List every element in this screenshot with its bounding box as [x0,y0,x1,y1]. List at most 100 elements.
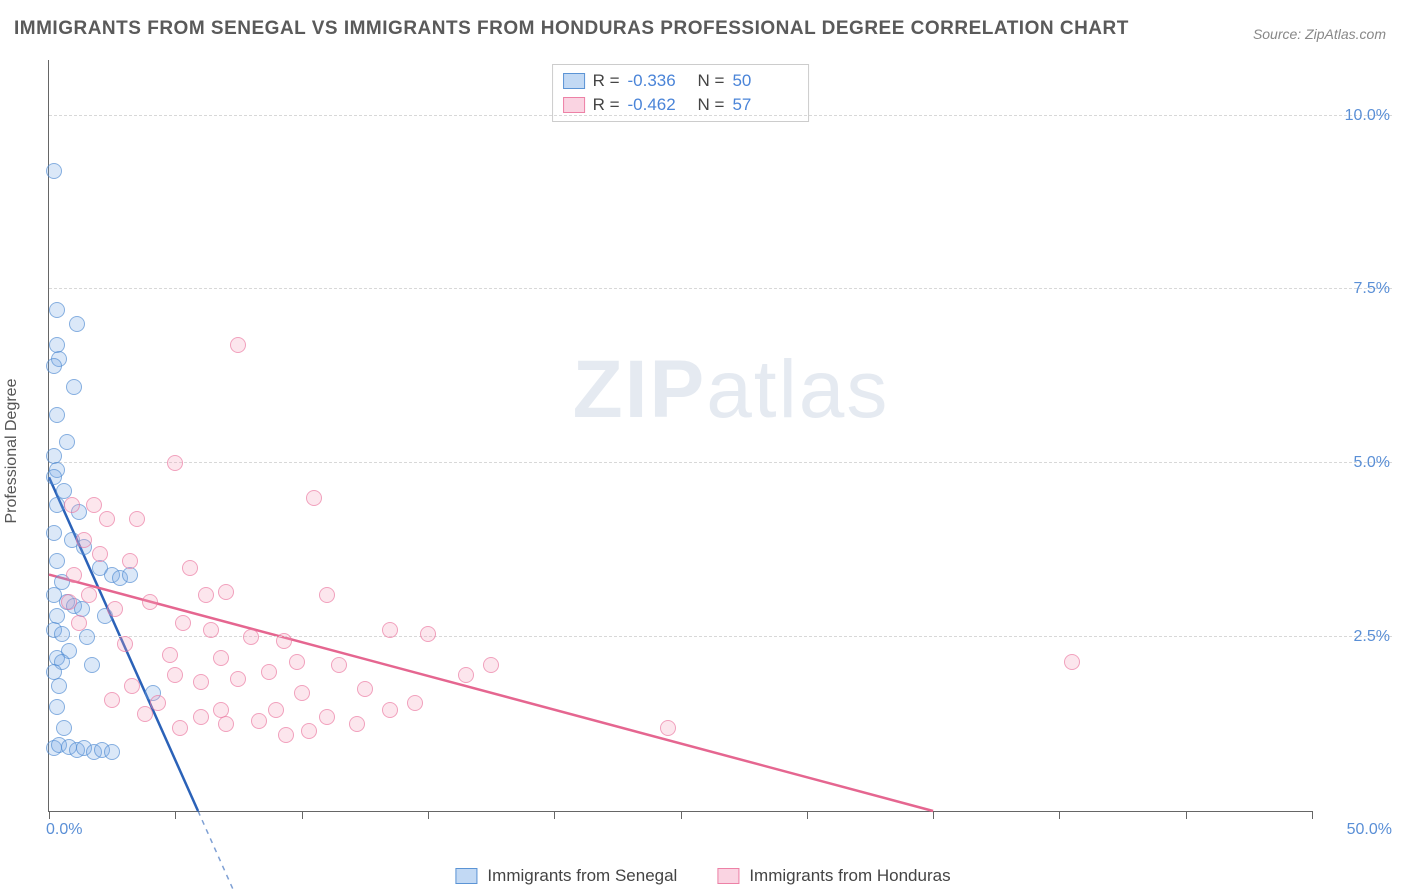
scatter-point [230,337,246,353]
swatch-icon [717,868,739,884]
x-tick [681,811,682,819]
scatter-point [301,723,317,739]
scatter-point [104,692,120,708]
scatter-point [99,511,115,527]
scatter-point [660,720,676,736]
scatter-point [49,699,65,715]
scatter-point [117,636,133,652]
scatter-point [175,615,191,631]
x-tick [1186,811,1187,819]
scatter-point [129,511,145,527]
chart-container: Professional Degree ZIPatlas R = -0.336 … [48,60,1392,842]
scatter-point [69,316,85,332]
y-tick-label: 10.0% [1320,107,1390,125]
x-axis-min-label: 0.0% [46,821,82,839]
y-tick-label: 5.0% [1320,454,1390,472]
legend-item-honduras: Immigrants from Honduras [717,866,950,886]
scatter-point [66,379,82,395]
scatter-point [46,469,62,485]
scatter-point [294,685,310,701]
scatter-point [49,497,65,513]
trend-lines-layer [49,60,1312,811]
scatter-point [51,678,67,694]
scatter-point [122,567,138,583]
scatter-point [268,702,284,718]
scatter-point [107,601,123,617]
r-value-senegal: -0.336 [628,71,690,91]
n-label: N = [698,95,725,115]
r-label: R = [593,95,620,115]
x-tick [554,811,555,819]
x-tick [302,811,303,819]
scatter-point [162,647,178,663]
scatter-point [230,671,246,687]
gridline [49,462,1392,463]
scatter-point [172,720,188,736]
scatter-point [92,546,108,562]
scatter-point [122,553,138,569]
r-value-honduras: -0.462 [628,95,690,115]
scatter-point [198,587,214,603]
n-value-honduras: 57 [732,95,794,115]
scatter-point [218,584,234,600]
scatter-point [483,657,499,673]
scatter-point [218,716,234,732]
gridline [49,288,1392,289]
scatter-point [306,490,322,506]
scatter-point [278,727,294,743]
scatter-point [213,650,229,666]
scatter-point [319,709,335,725]
y-axis-label: Professional Degree [3,379,21,524]
scatter-point [382,622,398,638]
scatter-point [420,626,436,642]
x-tick [428,811,429,819]
chart-title: IMMIGRANTS FROM SENEGAL VS IMMIGRANTS FR… [14,18,1129,40]
scatter-point [46,358,62,374]
r-label: R = [593,71,620,91]
scatter-point [319,587,335,603]
scatter-point [56,720,72,736]
scatter-point [142,594,158,610]
scatter-point [59,434,75,450]
series-legend: Immigrants from Senegal Immigrants from … [455,866,950,886]
scatter-point [203,622,219,638]
legend-item-senegal: Immigrants from Senegal [455,866,677,886]
scatter-point [182,560,198,576]
correlation-legend: R = -0.336 N = 50 R = -0.462 N = 57 [552,64,810,122]
plot-area: ZIPatlas R = -0.336 N = 50 R = -0.462 N … [48,60,1312,812]
scatter-point [193,674,209,690]
scatter-point [54,626,70,642]
trend-line-extension [198,811,251,892]
scatter-point [79,629,95,645]
legend-row-honduras: R = -0.462 N = 57 [563,93,795,117]
scatter-point [76,532,92,548]
source-attribution: Source: ZipAtlas.com [1253,26,1386,42]
scatter-point [49,302,65,318]
scatter-point [167,455,183,471]
scatter-point [86,497,102,513]
scatter-point [66,567,82,583]
scatter-point [193,709,209,725]
x-tick [175,811,176,819]
scatter-point [407,695,423,711]
x-tick [1312,811,1313,819]
scatter-point [137,706,153,722]
y-tick-label: 2.5% [1320,628,1390,646]
x-tick [807,811,808,819]
scatter-point [276,633,292,649]
swatch-honduras [563,97,585,113]
scatter-point [46,163,62,179]
scatter-point [1064,654,1080,670]
n-label: N = [698,71,725,91]
scatter-point [213,702,229,718]
scatter-point [71,615,87,631]
scatter-point [167,667,183,683]
scatter-point [104,744,120,760]
x-tick [1059,811,1060,819]
gridline [49,115,1392,116]
scatter-point [458,667,474,683]
scatter-point [46,525,62,541]
scatter-point [289,654,305,670]
scatter-point [357,681,373,697]
scatter-point [331,657,347,673]
